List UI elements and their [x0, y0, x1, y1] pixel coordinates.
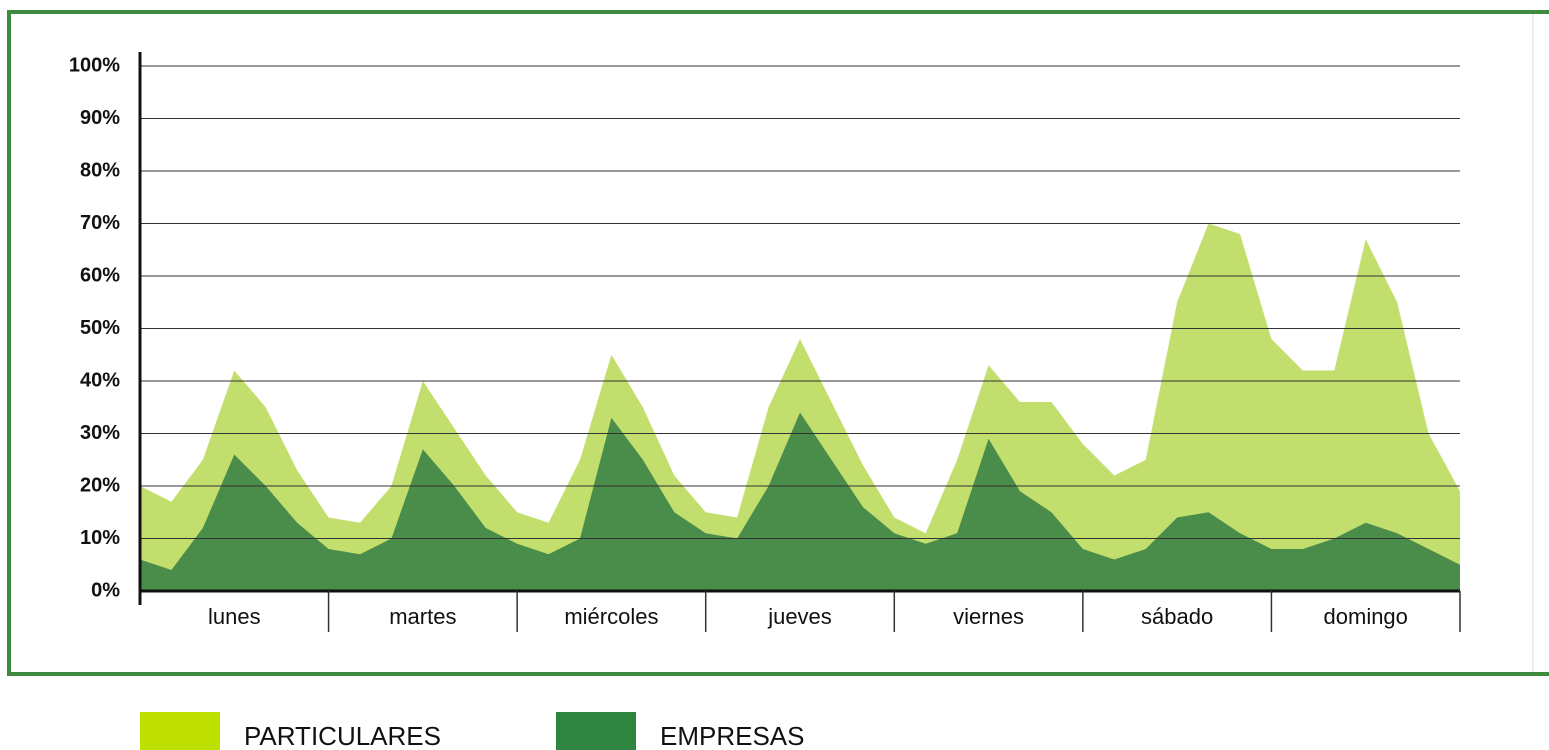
x-tick-label: sábado: [1141, 604, 1213, 629]
y-tick-label: 80%: [80, 159, 120, 181]
legend-label: PARTICULARES: [244, 721, 441, 750]
y-tick-label: 90%: [80, 107, 120, 129]
y-tick-label: 10%: [80, 527, 120, 549]
y-tick-label: 40%: [80, 369, 120, 391]
chart-frame: [7, 10, 1549, 676]
x-tick-label: jueves: [767, 604, 832, 629]
area: [140, 223, 1460, 591]
legend-swatch: [140, 712, 220, 750]
y-tick-label: 20%: [80, 474, 120, 496]
y-tick-label: 50%: [80, 317, 120, 339]
x-tick-label: domingo: [1324, 604, 1408, 629]
y-tick-label: 60%: [80, 264, 120, 286]
y-tick-label: 30%: [80, 422, 120, 444]
x-tick-label: viernes: [953, 604, 1024, 629]
y-tick-label: 0%: [91, 579, 120, 601]
area: [140, 412, 1460, 591]
y-tick-label: 100%: [69, 54, 120, 76]
legend-label: EMPRESAS: [660, 721, 805, 750]
x-tick-label: miércoles: [564, 604, 658, 629]
x-tick-label: lunes: [208, 604, 261, 629]
legend-swatch: [556, 712, 636, 750]
y-tick-label: 70%: [80, 212, 120, 234]
x-tick-label: martes: [389, 604, 456, 629]
